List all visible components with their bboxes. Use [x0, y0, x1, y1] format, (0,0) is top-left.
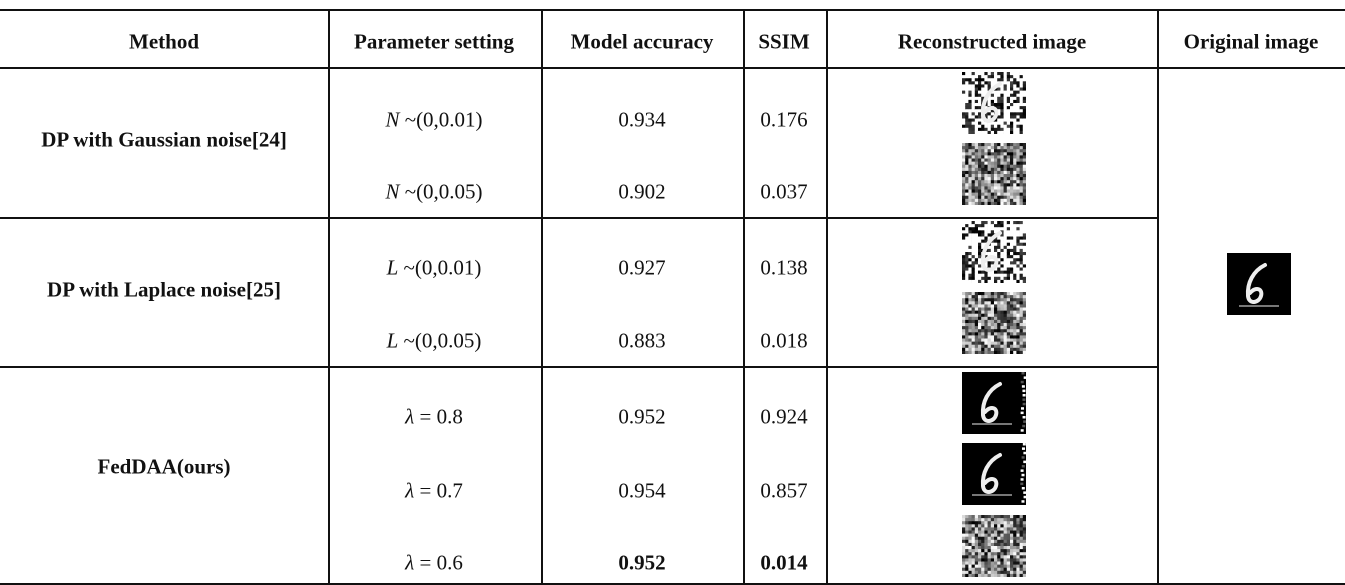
- rule: [0, 217, 1157, 219]
- param-rest: ~(0,0.01): [405, 108, 483, 132]
- param-symbol: λ: [405, 405, 414, 429]
- param-symbol: N: [385, 108, 399, 132]
- ssim-cell: 0.857: [760, 479, 807, 504]
- accuracy-cell: 0.952: [618, 551, 665, 576]
- ssim-cell: 0.138: [760, 256, 807, 281]
- reconstructed-image: [962, 292, 1026, 354]
- param-cell: λ = 0.6: [405, 551, 463, 576]
- param-rest: ~(0,0.01): [404, 256, 482, 280]
- reconstructed-image: [962, 72, 1026, 134]
- accuracy-cell: 0.954: [618, 479, 665, 504]
- reconstructed-image: [962, 515, 1026, 577]
- ssim-cell: 0.018: [760, 329, 807, 354]
- rule: [0, 366, 1157, 368]
- reconstructed-image: [962, 443, 1026, 505]
- method-cell: FedDAA(ours): [98, 455, 231, 480]
- param-symbol: λ: [405, 551, 414, 575]
- rule: [541, 10, 543, 584]
- reconstructed-image: [962, 372, 1026, 434]
- param-symbol: λ: [405, 479, 414, 503]
- param-rest: ~(0,0.05): [405, 180, 483, 204]
- rule: [826, 10, 828, 584]
- param-cell: N ~(0,0.05): [385, 180, 482, 205]
- header-cell: Original image: [1184, 30, 1319, 55]
- original-image: [1227, 253, 1291, 315]
- ssim-cell: 0.924: [760, 405, 807, 430]
- param-cell: λ = 0.7: [405, 479, 463, 504]
- param-cell: N ~(0,0.01): [385, 108, 482, 133]
- param-rest: ~(0,0.05): [404, 329, 482, 353]
- rule: [0, 67, 1345, 69]
- param-symbol: L: [387, 329, 399, 353]
- rule: [1157, 10, 1159, 584]
- param-symbol: N: [385, 180, 399, 204]
- ssim-cell: 0.037: [760, 180, 807, 205]
- rule: [743, 10, 745, 584]
- param-cell: L ~(0,0.05): [387, 329, 482, 354]
- param-cell: L ~(0,0.01): [387, 256, 482, 281]
- header-cell: Reconstructed image: [898, 30, 1086, 55]
- accuracy-cell: 0.883: [618, 329, 665, 354]
- header-cell: Parameter setting: [354, 30, 514, 55]
- param-symbol: L: [387, 256, 399, 280]
- header-cell: Method: [129, 30, 199, 55]
- reconstructed-image: [962, 221, 1026, 283]
- method-cell: DP with Gaussian noise[24]: [41, 128, 287, 153]
- rule: [0, 583, 1345, 585]
- rule: [328, 10, 330, 584]
- method-cell: DP with Laplace noise[25]: [47, 278, 281, 303]
- reconstructed-image: [962, 143, 1026, 205]
- rule: [0, 9, 1345, 11]
- param-rest: = 0.7: [420, 479, 463, 503]
- ssim-cell: 0.014: [760, 551, 807, 576]
- page: Method Parameter setting Model accuracy SSI…: [0, 0, 1345, 585]
- accuracy-cell: 0.934: [618, 108, 665, 133]
- param-cell: λ = 0.8: [405, 405, 463, 430]
- header-cell: Model accuracy: [571, 30, 714, 55]
- accuracy-cell: 0.952: [618, 405, 665, 430]
- param-rest: = 0.8: [420, 405, 463, 429]
- ssim-cell: 0.176: [760, 108, 807, 133]
- param-rest: = 0.6: [420, 551, 463, 575]
- header-cell: SSIM: [758, 30, 809, 55]
- accuracy-cell: 0.927: [618, 256, 665, 281]
- accuracy-cell: 0.902: [618, 180, 665, 205]
